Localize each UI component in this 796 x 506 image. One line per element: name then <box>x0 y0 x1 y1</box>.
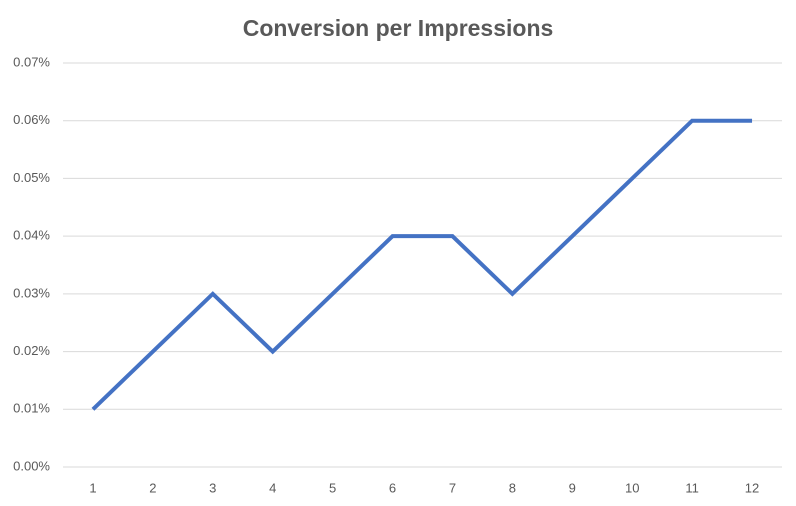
x-tick-label: 12 <box>745 480 759 495</box>
chart-title: Conversion per Impressions <box>243 15 554 41</box>
x-tick-label: 4 <box>269 480 276 495</box>
data-line <box>91 118 753 411</box>
y-tick-label: 0.04% <box>13 228 50 243</box>
x-tick-label: 9 <box>569 480 576 495</box>
x-tick-label: 5 <box>329 480 336 495</box>
y-tick-label: 0.07% <box>13 54 50 69</box>
y-tick-label: 0.00% <box>13 458 50 473</box>
y-tick-label: 0.03% <box>13 285 50 300</box>
x-tick-label: 7 <box>449 480 456 495</box>
x-tick-label: 6 <box>389 480 396 495</box>
x-tick-label: 2 <box>149 480 156 495</box>
x-tick-label: 3 <box>209 480 216 495</box>
x-tick-label: 1 <box>89 480 96 495</box>
x-tick-label: 8 <box>509 480 516 495</box>
y-tick-label: 0.01% <box>13 401 50 416</box>
y-tick-label: 0.05% <box>13 170 50 185</box>
y-tick-label: 0.02% <box>13 343 50 358</box>
x-tick-label: 11 <box>685 480 699 495</box>
x-tick-label: 10 <box>625 480 639 495</box>
y-tick-label: 0.06% <box>13 112 50 127</box>
